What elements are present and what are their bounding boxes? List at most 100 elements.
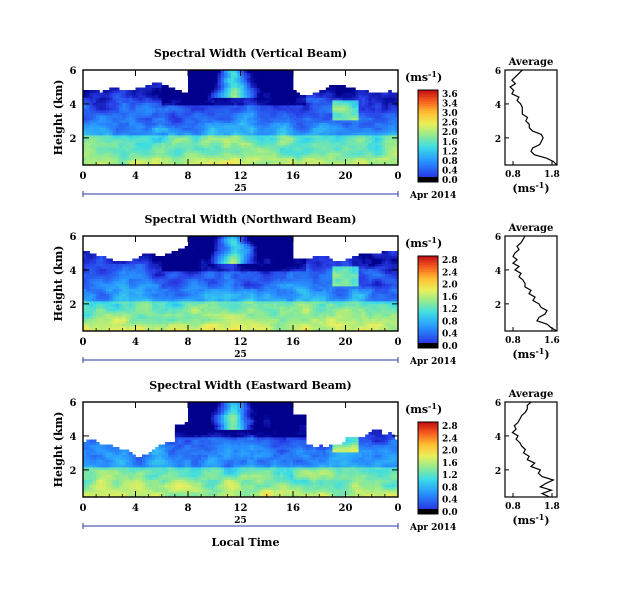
heatmap-cell	[181, 288, 186, 292]
heatmap-cell	[151, 150, 156, 153]
heatmap-cell	[256, 155, 261, 158]
heatmap-cell	[132, 281, 136, 284]
heatmap-cell	[381, 152, 386, 156]
heatmap-cell	[145, 150, 150, 153]
heatmap-cell	[89, 263, 94, 267]
heatmap-cell	[122, 291, 127, 294]
heatmap-cell	[102, 296, 107, 299]
heatmap-cell	[158, 97, 163, 101]
heatmap-cell	[171, 303, 176, 307]
heatmap-cell	[289, 97, 294, 101]
heatmap-cell	[247, 256, 251, 259]
heatmap-cell	[309, 155, 314, 158]
heatmap-cell	[237, 135, 241, 138]
heatmap-cell	[375, 127, 379, 131]
heatmap-cell	[197, 306, 202, 309]
heatmap-cell	[171, 256, 176, 259]
heatmap-cell	[194, 87, 199, 91]
heatmap-cell	[322, 112, 327, 116]
heatmap-cell	[253, 145, 258, 148]
heatmap-cell	[109, 95, 113, 98]
heatmap-cell	[243, 75, 248, 78]
heatmap-cell	[253, 152, 258, 156]
heatmap-cell	[283, 140, 287, 143]
heatmap-cell	[230, 271, 235, 274]
heatmap-cell	[233, 130, 238, 133]
heatmap-cell	[161, 271, 166, 274]
heatmap-cell	[99, 301, 104, 304]
heatmap-cell	[345, 92, 350, 96]
heatmap-cell	[178, 92, 182, 96]
heatmap-cell	[83, 127, 87, 131]
heatmap-cell	[283, 80, 287, 83]
heatmap-cell	[151, 308, 156, 312]
heatmap-cell	[247, 286, 251, 289]
heatmap-cell	[325, 150, 330, 153]
heatmap-cell	[286, 107, 291, 111]
heatmap-cell	[148, 311, 153, 314]
heatmap-cell	[99, 120, 104, 123]
heatmap-cell	[247, 150, 251, 153]
heatmap-cell	[256, 80, 261, 83]
heatmap-cell	[256, 137, 261, 141]
heatmap-cell	[155, 323, 159, 327]
heatmap-cell	[89, 152, 94, 156]
heatmap-cell	[191, 115, 195, 118]
heatmap-cell	[119, 263, 123, 267]
heatmap-cell	[233, 293, 238, 297]
heatmap-cell	[142, 318, 146, 322]
heatmap-cell	[161, 266, 166, 269]
heatmap-cell	[191, 72, 195, 76]
heatmap-cell	[155, 117, 159, 121]
heatmap-cell	[224, 283, 228, 287]
heatmap-cell	[119, 135, 123, 138]
heatmap-cell	[224, 72, 228, 76]
heatmap-cell	[142, 112, 146, 116]
heatmap-cell	[119, 313, 123, 317]
heatmap-cell	[86, 135, 90, 138]
heatmap-cell	[224, 276, 228, 279]
heatmap-cell	[260, 85, 264, 88]
heatmap-cell	[247, 162, 251, 166]
heatmap-cell	[240, 82, 245, 86]
heatmap-cell	[365, 110, 369, 113]
heatmap-cell	[270, 115, 274, 118]
heatmap-cell	[119, 137, 123, 141]
heatmap-cell	[207, 115, 212, 118]
heatmap-cell	[227, 278, 232, 282]
colorbar-swatch	[418, 101, 438, 105]
heatmap-cell	[227, 276, 232, 279]
heatmap-cell	[92, 92, 97, 96]
heatmap-cell	[352, 110, 356, 113]
heatmap-cell	[161, 122, 166, 126]
heatmap-cell	[168, 271, 172, 274]
heatmap-cell	[132, 311, 136, 314]
heatmap-cell	[181, 328, 186, 332]
heatmap-cell	[210, 130, 215, 133]
heatmap-cell	[266, 122, 271, 126]
heatmap-cell	[135, 125, 140, 128]
heatmap-cell	[256, 92, 261, 96]
heatmap-cell	[135, 296, 140, 299]
heatmap-cell	[119, 162, 123, 166]
heatmap-cell	[194, 316, 199, 319]
heatmap-cell	[145, 130, 150, 133]
heatmap-cell	[253, 132, 258, 136]
heatmap-cell	[233, 110, 238, 113]
heatmap-cell	[168, 293, 172, 297]
heatmap-cell	[99, 100, 104, 103]
heatmap-cell	[309, 162, 314, 166]
heatmap-cells	[83, 236, 399, 332]
colorbar-swatch	[418, 129, 438, 132]
heatmap-cell	[142, 130, 146, 133]
heatmap-cell	[371, 137, 376, 141]
heatmap-cell	[158, 155, 163, 158]
heatmap-cell	[165, 85, 169, 88]
heatmap-cell	[384, 122, 389, 126]
heatmap-cell	[135, 301, 140, 304]
heatmap-cell	[250, 296, 255, 299]
heatmap-cell	[273, 152, 277, 156]
heatmap-cell	[283, 162, 287, 166]
heatmap-cell	[86, 120, 90, 123]
heatmap-cell	[112, 286, 117, 289]
